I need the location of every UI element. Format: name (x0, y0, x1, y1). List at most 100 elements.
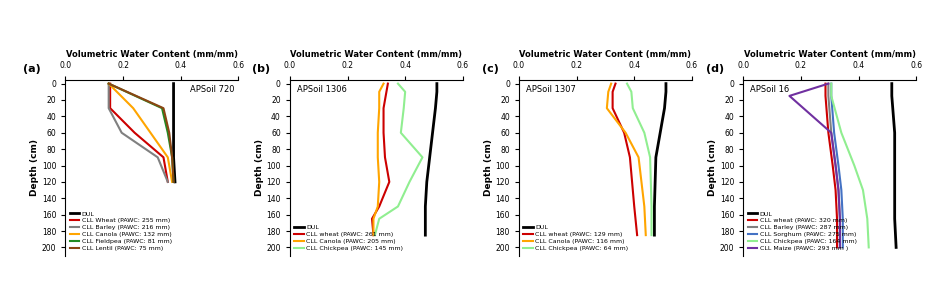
Text: (d): (d) (706, 64, 724, 74)
CLL Chickpea (PAWC: 164 mm): (0.435, 200): 164 mm): (0.435, 200) (863, 246, 874, 249)
CLL Wheat (PAWC: 255 mm): (0.24, 60): 255 mm): (0.24, 60) (129, 131, 140, 134)
CLL Canola (PAWC: 205 mm): (0.325, 0): 205 mm): (0.325, 0) (378, 82, 389, 85)
CLL Fieldpea (PAWC: 81 mm): (0.335, 30): 81 mm): (0.335, 30) (156, 106, 167, 110)
CLL Sorghum (PAWC: 275 mm): (0.305, 0): 275 mm): (0.305, 0) (826, 82, 837, 85)
DUL (889, 164, 900, 167)
DUL (890, 246, 901, 249)
CLL Chickpea (PAWC: 145 mm): (0.295, 185): 145 mm): (0.295, 185) (369, 233, 381, 237)
CLL Barley (PAWC: 287 mm): (0.32, 100): 287 mm): (0.32, 100) (830, 164, 842, 167)
Legend: DUL, CLL Wheat (PAWC: 255 mm), CLL Barley (PAWC: 216 mm), CLL Canola (PAWC: 132 : DUL, CLL Wheat (PAWC: 255 mm), CLL Barle… (68, 210, 173, 252)
CLL Chickpea (PAWC: 145 mm): (0.385, 60): 145 mm): (0.385, 60) (396, 131, 407, 134)
CLL Chickpea (PAWC: 145 mm): (0.31, 165): 145 mm): (0.31, 165) (374, 217, 385, 220)
CLL wheat (PAWC: 129 mm): (0.325, 10): 129 mm): (0.325, 10) (607, 90, 618, 93)
CLL Canola (PAWC: 116 mm): (0.37, 60): 116 mm): (0.37, 60) (620, 131, 631, 134)
DUL (168, 82, 180, 85)
CLL Lentil (PAWC: 75 mm): (0.375, 120): 75 mm): (0.375, 120) (168, 180, 180, 183)
Line: CLL Chickpea (PAWC: 164 mm): CLL Chickpea (PAWC: 164 mm) (831, 83, 869, 247)
CLL Chickpea (PAWC: 64 mm): (0.46, 150): 64 mm): (0.46, 150) (646, 205, 657, 208)
CLL Chickpea (PAWC: 164 mm): (0.385, 100): 164 mm): (0.385, 100) (849, 164, 860, 167)
CLL Chickpea (PAWC: 145 mm): (0.46, 90): 145 mm): (0.46, 90) (417, 156, 428, 159)
CLL Canola (PAWC: 205 mm): (0.305, 90): 205 mm): (0.305, 90) (372, 156, 383, 159)
DUL (427, 131, 439, 134)
CLL Wheat (PAWC: 255 mm): (0.34, 90): 255 mm): (0.34, 90) (158, 156, 169, 159)
CLL Canola (PAWC: 116 mm): (0.435, 150): 116 mm): (0.435, 150) (639, 205, 650, 208)
CLL Fieldpea (PAWC: 81 mm): (0.15, 0): 81 mm): (0.15, 0) (103, 82, 114, 85)
CLL Canola (PAWC: 205 mm): (0.31, 10): 205 mm): (0.31, 10) (374, 90, 385, 93)
Line: CLL Wheat (PAWC: 255 mm): CLL Wheat (PAWC: 255 mm) (110, 83, 167, 182)
CLL Chickpea (PAWC: 145 mm): (0.395, 30): 145 mm): (0.395, 30) (398, 106, 410, 110)
CLL wheat (PAWC: 320 mm): (0.285, 0): 320 mm): (0.285, 0) (820, 82, 831, 85)
DUL (424, 156, 436, 159)
DUL (649, 233, 660, 237)
CLL wheat (PAWC: 261 mm): (0.345, 120): 261 mm): (0.345, 120) (383, 180, 395, 183)
CLL wheat (PAWC: 261 mm): (0.325, 30): 261 mm): (0.325, 30) (378, 106, 389, 110)
CLL wheat (PAWC: 320 mm): (0.325, 200): 320 mm): (0.325, 200) (831, 246, 842, 249)
Y-axis label: Depth (cm): Depth (cm) (30, 139, 39, 196)
CLL Sorghum (PAWC: 275 mm): (0.315, 60): 275 mm): (0.315, 60) (828, 131, 840, 134)
DUL (889, 131, 900, 134)
Y-axis label: Depth (cm): Depth (cm) (483, 139, 493, 196)
CLL Barley (PAWC: 216 mm): (0.32, 90): 216 mm): (0.32, 90) (152, 156, 164, 159)
CLL wheat (PAWC: 129 mm): (0.325, 30): 129 mm): (0.325, 30) (607, 106, 618, 110)
Legend: DUL, CLL wheat (PAWC: 261 mm), CLL Canola (PAWC: 205 mm), CLL Chickpea (PAWC: 14: DUL, CLL wheat (PAWC: 261 mm), CLL Canol… (293, 224, 404, 252)
Text: (c): (c) (482, 64, 498, 74)
Line: CLL Chickpea (PAWC: 64 mm): CLL Chickpea (PAWC: 64 mm) (627, 83, 652, 235)
X-axis label: Volumetric Water Content (mm/mm): Volumetric Water Content (mm/mm) (744, 50, 915, 59)
CLL Sorghum (PAWC: 275 mm): (0.34, 130): 275 mm): (0.34, 130) (836, 188, 847, 192)
CLL wheat (PAWC: 261 mm): (0.325, 60): 261 mm): (0.325, 60) (378, 131, 389, 134)
CLL Chickpea (PAWC: 164 mm): (0.415, 130): 164 mm): (0.415, 130) (857, 188, 869, 192)
CLL Canola (PAWC: 205 mm): (0.305, 60): 205 mm): (0.305, 60) (372, 131, 383, 134)
Line: CLL wheat (PAWC: 129 mm): CLL wheat (PAWC: 129 mm) (612, 83, 637, 235)
CLL Barley (PAWC: 287 mm): (0.33, 130): 287 mm): (0.33, 130) (833, 188, 844, 192)
DUL (660, 90, 671, 93)
Text: (a): (a) (23, 64, 41, 74)
Line: CLL Barley (PAWC: 216 mm): CLL Barley (PAWC: 216 mm) (108, 83, 167, 182)
Line: DUL: DUL (654, 83, 666, 235)
CLL Wheat (PAWC: 255 mm): (0.155, 0): 255 mm): (0.155, 0) (105, 82, 116, 85)
CLL Barley (PAWC: 287 mm): (0.305, 60): 287 mm): (0.305, 60) (826, 131, 837, 134)
CLL wheat (PAWC: 129 mm): (0.365, 60): 129 mm): (0.365, 60) (619, 131, 630, 134)
Text: (b): (b) (252, 64, 270, 74)
CLL wheat (PAWC: 261 mm): (0.34, 0): 261 mm): (0.34, 0) (382, 82, 394, 85)
CLL Wheat (PAWC: 255 mm): (0.355, 120): 255 mm): (0.355, 120) (162, 180, 173, 183)
CLL Chickpea (PAWC: 64 mm): (0.46, 185): 64 mm): (0.46, 185) (646, 233, 657, 237)
CLL Maize (PAWC: 293 mm ): (0.335, 200): 293 mm ): (0.335, 200) (834, 246, 845, 249)
CLL Lentil (PAWC: 75 mm): (0.36, 60): 75 mm): (0.36, 60) (164, 131, 175, 134)
CLL Chickpea (PAWC: 145 mm): (0.4, 10): 145 mm): (0.4, 10) (399, 90, 410, 93)
CLL wheat (PAWC: 129 mm): (0.4, 150): 129 mm): (0.4, 150) (628, 205, 640, 208)
CLL Maize (PAWC: 293 mm ): (0.295, 0): 293 mm ): (0.295, 0) (823, 82, 834, 85)
CLL Canola (PAWC: 132 mm): (0.235, 30): 132 mm): (0.235, 30) (127, 106, 138, 110)
CLL Chickpea (PAWC: 164 mm): (0.305, 15): 164 mm): (0.305, 15) (826, 94, 837, 98)
CLL wheat (PAWC: 320 mm): (0.295, 60): 320 mm): (0.295, 60) (823, 131, 834, 134)
CLL Chickpea (PAWC: 164 mm): (0.34, 60): 164 mm): (0.34, 60) (836, 131, 847, 134)
DUL (431, 90, 442, 93)
CLL Barley (PAWC: 216 mm): (0.15, 30): 216 mm): (0.15, 30) (103, 106, 114, 110)
Text: APSoil 16: APSoil 16 (750, 85, 789, 94)
CLL Chickpea (PAWC: 64 mm): (0.455, 90): 64 mm): (0.455, 90) (644, 156, 655, 159)
CLL Fieldpea (PAWC: 81 mm): (0.355, 60): 81 mm): (0.355, 60) (162, 131, 173, 134)
CLL wheat (PAWC: 261 mm): (0.33, 90): 261 mm): (0.33, 90) (380, 156, 391, 159)
Line: CLL Canola (PAWC: 205 mm): CLL Canola (PAWC: 205 mm) (373, 83, 383, 235)
Legend: DUL, CLL wheat (PAWC: 129 mm), CLL Canola (PAWC: 116 mm), CLL Chickpea (PAWC: 64: DUL, CLL wheat (PAWC: 129 mm), CLL Canol… (522, 224, 629, 252)
Line: CLL Lentil (PAWC: 75 mm): CLL Lentil (PAWC: 75 mm) (108, 83, 174, 182)
CLL Lentil (PAWC: 75 mm): (0.15, 0): 75 mm): (0.15, 0) (103, 82, 114, 85)
CLL Chickpea (PAWC: 145 mm): (0.375, 0): 145 mm): (0.375, 0) (393, 82, 404, 85)
CLL Canola (PAWC: 205 mm): (0.31, 120): 205 mm): (0.31, 120) (374, 180, 385, 183)
CLL wheat (PAWC: 129 mm): (0.335, 0): 129 mm): (0.335, 0) (610, 82, 621, 85)
CLL Canola (PAWC: 132 mm): (0.15, 0): 132 mm): (0.15, 0) (103, 82, 114, 85)
Text: APSoil 1306: APSoil 1306 (296, 85, 347, 94)
CLL Canola (PAWC: 132 mm): (0.295, 60): 132 mm): (0.295, 60) (145, 131, 156, 134)
CLL Barley (PAWC: 287 mm): (0.295, 15): 287 mm): (0.295, 15) (823, 94, 834, 98)
CLL wheat (PAWC: 261 mm): (0.31, 150): 261 mm): (0.31, 150) (374, 205, 385, 208)
CLL Canola (PAWC: 116 mm): (0.31, 10): 116 mm): (0.31, 10) (603, 90, 614, 93)
DUL (420, 217, 431, 220)
DUL (659, 106, 670, 110)
CLL Lentil (PAWC: 75 mm): (0.37, 90): 75 mm): (0.37, 90) (166, 156, 178, 159)
Line: CLL Maize (PAWC: 293 mm ): CLL Maize (PAWC: 293 mm ) (789, 83, 840, 247)
CLL Fieldpea (PAWC: 81 mm): (0.375, 120): 81 mm): (0.375, 120) (168, 180, 180, 183)
Line: DUL: DUL (892, 83, 896, 247)
Text: APSoil 720: APSoil 720 (191, 85, 235, 94)
Line: CLL Canola (PAWC: 132 mm): CLL Canola (PAWC: 132 mm) (108, 83, 172, 182)
CLL wheat (PAWC: 129 mm): (0.385, 90): 129 mm): (0.385, 90) (625, 156, 636, 159)
CLL Wheat (PAWC: 255 mm): (0.155, 30): 255 mm): (0.155, 30) (105, 106, 116, 110)
